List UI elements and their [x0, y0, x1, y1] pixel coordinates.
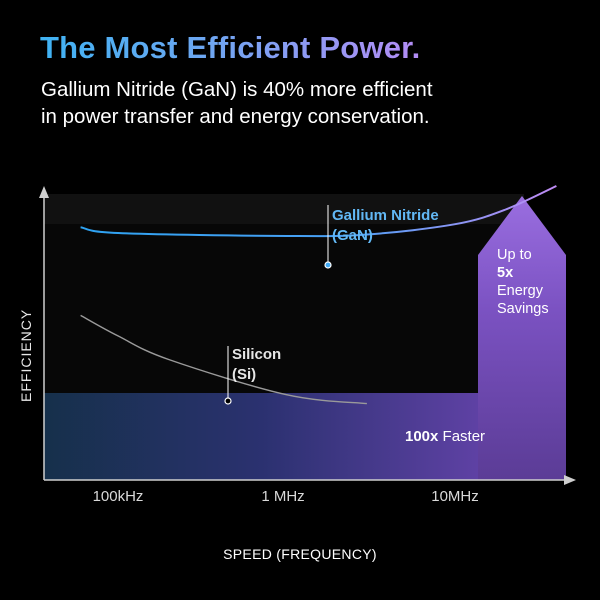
si-series-line [80, 314, 367, 405]
gan-series-line [80, 185, 557, 238]
faster-annotation: 100x Faster [405, 428, 485, 445]
x-axis-arrowhead [564, 475, 576, 485]
subtitle: Gallium Nitride (GaN) is 40% more effici… [41, 76, 561, 130]
energy-line-3: Energy [497, 283, 543, 299]
x-tick-label: 100kHz [92, 488, 144, 505]
gan-label-line-1: Gallium Nitride [332, 207, 439, 224]
faster-multiplier: 100x [405, 428, 439, 445]
energy-savings-column [478, 196, 566, 480]
si-label-line-2: (Si) [232, 366, 257, 383]
x-tick-label: 1 MHz [261, 488, 305, 505]
headline-title: The Most Efficient Power. [40, 30, 421, 65]
subtitle-line-1: Gallium Nitride (GaN) is 40% more effici… [41, 78, 433, 101]
x-tick-label: 10MHz [431, 488, 479, 505]
energy-multiplier: 5x [497, 265, 514, 281]
si-marker-point [224, 397, 232, 405]
gan-series-label: Gallium Nitride (GaN) [332, 206, 439, 246]
plot-background-upper [44, 194, 524, 224]
y-axis-arrowhead [39, 186, 49, 198]
y-axis-label: EFFICIENCY [18, 308, 34, 402]
series-layer [80, 185, 557, 405]
subtitle-line-2: in power transfer and energy conservatio… [41, 105, 430, 128]
energy-line-1: Up to [497, 247, 532, 263]
x-axis-label: SPEED (FREQUENCY) [223, 546, 377, 562]
plot-background-lower [44, 224, 524, 394]
faster-band-arrow [44, 393, 528, 480]
gan-label-line-2: (GaN) [332, 227, 373, 244]
si-series-label: Silicon (Si) [232, 345, 281, 385]
si-label-line-1: Silicon [232, 346, 282, 363]
faster-text: Faster [438, 428, 486, 445]
energy-line-4: Savings [497, 301, 549, 317]
energy-savings-annotation: Up to 5x Energy Savings [497, 246, 549, 318]
gan-marker-point [324, 261, 332, 269]
